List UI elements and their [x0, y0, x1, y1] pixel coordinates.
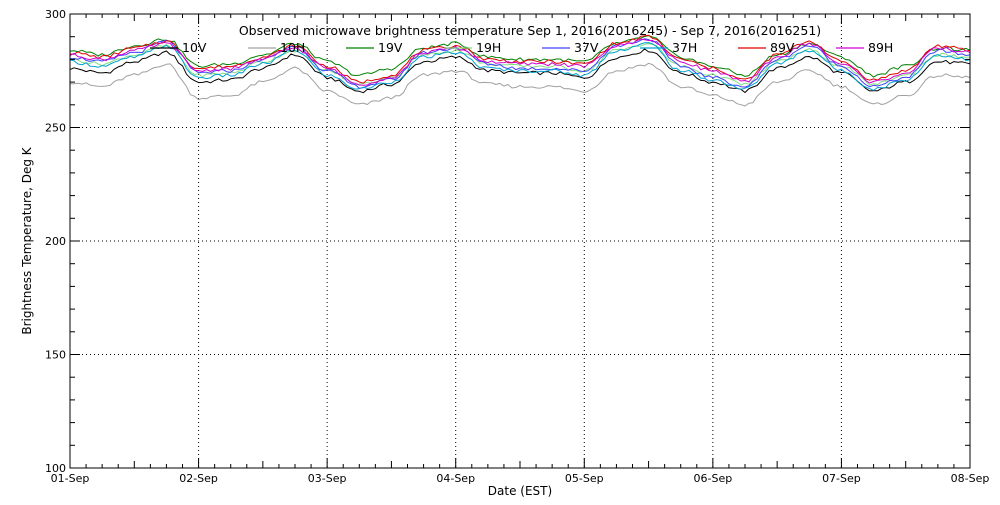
- chart-title: Observed microwave brightness temperatur…: [239, 23, 821, 38]
- x-tick-label: 01-Sep: [51, 472, 90, 485]
- legend-label-37V: 37V: [574, 40, 599, 55]
- y-tick-label: 100: [45, 462, 66, 475]
- series-layer: [69, 34, 971, 107]
- legend-label-19H: 19H: [476, 40, 501, 55]
- x-tick-label: 05-Sep: [565, 472, 604, 485]
- x-axis-title: Date (EST): [488, 484, 552, 498]
- y-tick-label: 300: [45, 8, 66, 21]
- legend-label-37H: 37H: [672, 40, 697, 55]
- legend-label-10V: 10V: [182, 40, 207, 55]
- legend-label-10H: 10H: [280, 40, 305, 55]
- legend-label-89V: 89V: [770, 40, 795, 55]
- series-line-89H: [69, 38, 971, 86]
- legend: 10V 10H 19V 19H 37V 37H 89V 89H: [150, 40, 893, 55]
- y-tick-label: 250: [45, 122, 66, 135]
- series-line-89V: [69, 34, 971, 84]
- y-tick-label: 200: [45, 235, 66, 248]
- legend-label-89H: 89H: [868, 40, 893, 55]
- series-line-10H: [70, 62, 971, 107]
- x-tick-label: 03-Sep: [308, 472, 347, 485]
- series-line-19H: [69, 43, 971, 86]
- x-tick-label: 04-Sep: [436, 472, 475, 485]
- y-tick-label: 150: [45, 349, 66, 362]
- x-tick-label: 08-Sep: [951, 472, 990, 485]
- legend-label-19V: 19V: [378, 40, 403, 55]
- x-tick-label: 07-Sep: [822, 472, 861, 485]
- x-tick-label: 06-Sep: [694, 472, 733, 485]
- y-axis-title: Brightness Temperature, Deg K: [20, 146, 34, 334]
- label-layer: 100 150 200 250 300 01-Sep 02-Sep 03-Sep 04-Sep 0…: [45, 8, 989, 485]
- series-line-10V: [69, 48, 971, 94]
- tick-layer: [69, 13, 971, 469]
- x-tick-label: 02-Sep: [179, 472, 218, 485]
- series-line-37H: [69, 42, 971, 91]
